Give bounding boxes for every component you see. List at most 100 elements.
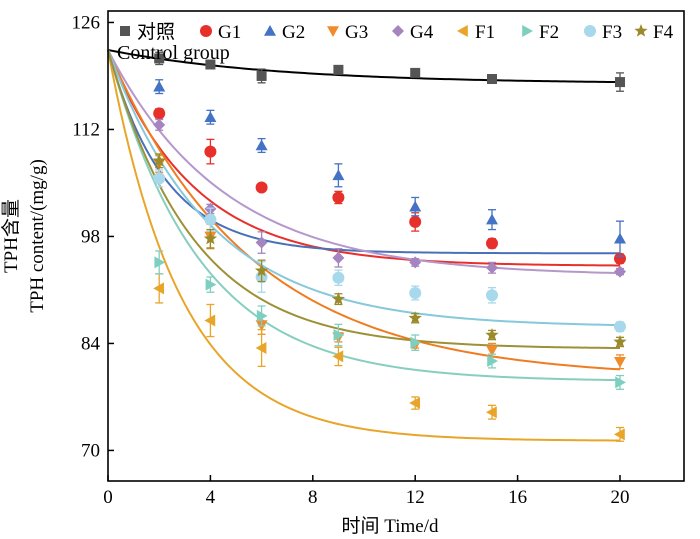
- data-point-G1: [332, 191, 345, 204]
- data-point-F3: [409, 287, 422, 299]
- data-point-G2: [614, 232, 626, 244]
- legend-label-G1: G1: [218, 22, 241, 43]
- data-point-F2: [487, 355, 498, 368]
- data-point-F1: [332, 350, 344, 363]
- data-point-F4: [613, 334, 627, 348]
- data-point-G3: [614, 356, 626, 368]
- data-point-对照: [256, 70, 267, 81]
- legend-label-F1: F1: [475, 22, 495, 43]
- data-point-G1: [255, 181, 268, 194]
- data-point-G2: [153, 80, 166, 92]
- fit-curve-G3: [107, 49, 621, 371]
- x-tick-label: 0: [103, 487, 113, 508]
- fit-curve-F1: [107, 49, 621, 442]
- data-point-G1: [153, 107, 166, 120]
- data-point-F2: [256, 309, 268, 322]
- data-point-F1: [204, 314, 216, 327]
- data-point-G4: [486, 261, 498, 274]
- data-point-G2: [204, 111, 217, 123]
- data-point-对照: [205, 59, 216, 70]
- y-tick-label: 70: [81, 440, 100, 461]
- data-point-对照: [487, 74, 497, 85]
- fit-curve-F3: [107, 49, 621, 327]
- data-point-F1: [409, 397, 420, 410]
- y-tick-label: 112: [72, 119, 100, 140]
- data-point-F2: [615, 376, 626, 389]
- data-point-F1: [255, 342, 267, 355]
- data-point-G4: [332, 251, 345, 264]
- data-point-F3: [204, 213, 217, 226]
- fit-curve-F4: [107, 49, 621, 350]
- x-tick-label: 12: [406, 487, 425, 508]
- y-tick-label: 84: [81, 333, 101, 354]
- legend-label-F3: F3: [602, 22, 622, 43]
- data-point-F2: [154, 256, 166, 269]
- legend-marker-对照: [120, 26, 130, 36]
- data-point-G2: [255, 139, 268, 151]
- data-point-G4: [409, 256, 422, 269]
- legend-label-G3: G3: [345, 22, 368, 43]
- legend-marker-G3: [327, 26, 339, 37]
- data-point-G1: [486, 237, 498, 250]
- fit-curves: [107, 48, 621, 442]
- legend-marker-F4: [634, 24, 648, 37]
- data-point-对照: [333, 64, 344, 75]
- data-point-G4: [153, 118, 166, 131]
- legend-marker-G4: [392, 25, 404, 37]
- data-point-F2: [410, 336, 422, 349]
- data-point-F4: [152, 153, 166, 167]
- y-axis-label-line-2: TPH content/(mg/g): [27, 159, 48, 313]
- data-point-F3: [486, 289, 498, 302]
- legend-marker-F3: [584, 25, 596, 37]
- legend-marker-G2: [264, 25, 276, 36]
- legend-control-group-note: Control group: [117, 42, 230, 64]
- data-point-F1: [153, 282, 164, 295]
- plot-frame: [107, 10, 685, 482]
- data-point-对照: [615, 77, 625, 88]
- x-tick-label: 4: [206, 487, 216, 508]
- y-tick-label: 98: [81, 226, 100, 247]
- data-point-G4: [255, 236, 268, 249]
- data-point-G1: [409, 215, 422, 228]
- x-tick-label: 8: [308, 487, 318, 508]
- y-axis-label-line-1: TPH含量: [0, 199, 22, 273]
- fit-curve-F2: [107, 49, 621, 382]
- data-point-G3: [486, 345, 498, 357]
- data-point-F4: [203, 231, 218, 245]
- data-point-G1: [204, 145, 217, 158]
- legend-label-对照: 对照: [137, 21, 175, 43]
- legend-marker-F1: [457, 25, 468, 37]
- x-axis-label: 时间 Time/d: [342, 515, 439, 537]
- legend-marker-G1: [200, 25, 212, 37]
- data-points: [152, 51, 627, 442]
- x-tick-label: 20: [611, 487, 630, 508]
- legend-marker-F2: [522, 25, 533, 37]
- data-point-G2: [409, 200, 422, 212]
- data-point-F3: [614, 320, 626, 333]
- data-point-对照: [410, 67, 421, 78]
- data-point-G2: [486, 213, 498, 225]
- legend: 对照 G1 G2 G3 G4 F1 F2 F3 F4 Control group: [117, 21, 674, 64]
- data-point-G4: [614, 265, 626, 278]
- legend-label-G4: G4: [410, 22, 434, 43]
- data-point-G2: [332, 169, 345, 181]
- fit-curve-G4: [107, 49, 621, 275]
- fit-curve-G1: [107, 49, 621, 267]
- data-point-F3: [332, 271, 345, 284]
- data-point-F2: [333, 329, 345, 342]
- data-point-G1: [614, 252, 626, 265]
- data-point-F3: [153, 172, 166, 185]
- data-point-对照: [154, 53, 165, 64]
- data-point-F4: [254, 263, 269, 277]
- fit-curve-对照: [107, 48, 621, 84]
- data-point-F1: [486, 406, 497, 419]
- data-point-F1: [614, 428, 625, 441]
- data-point-F2: [205, 278, 217, 291]
- legend-label-F2: F2: [539, 22, 559, 43]
- data-point-F4: [485, 328, 499, 341]
- axes: 0 4 8 12 16 20 70 84 98 112 126: [72, 10, 685, 508]
- data-point-F4: [331, 292, 346, 305]
- legend-label-G2: G2: [282, 22, 305, 43]
- data-point-F4: [408, 311, 422, 324]
